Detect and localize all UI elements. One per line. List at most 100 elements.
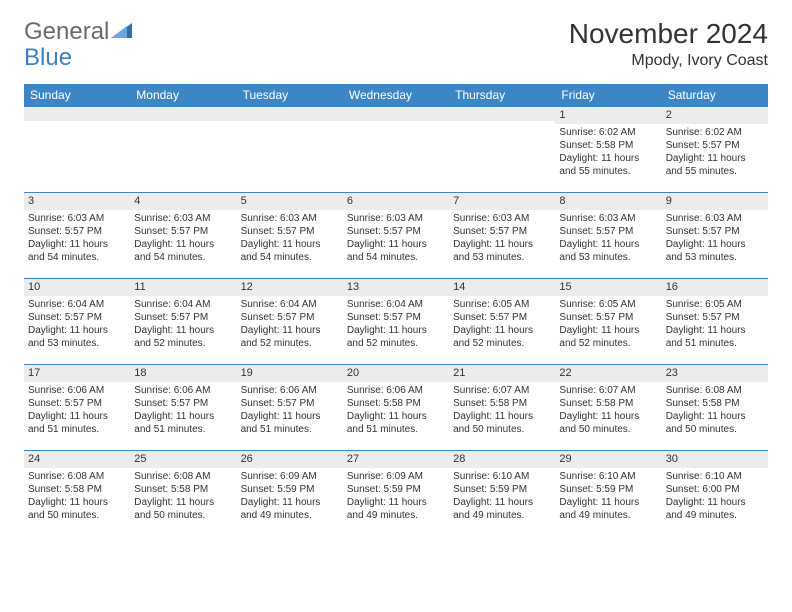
- detail-line: Sunset: 5:57 PM: [559, 225, 657, 238]
- detail-line: Daylight: 11 hours and 49 minutes.: [666, 496, 764, 522]
- detail-line: Sunrise: 6:07 AM: [559, 384, 657, 397]
- day-number: [343, 107, 449, 121]
- detail-line: Sunset: 5:59 PM: [559, 483, 657, 496]
- day-number: 18: [130, 365, 236, 382]
- detail-line: Sunset: 5:58 PM: [666, 397, 764, 410]
- detail-line: Sunset: 5:57 PM: [241, 397, 339, 410]
- detail-line: Sunset: 5:58 PM: [453, 397, 551, 410]
- day-details: [130, 121, 236, 127]
- logo-text-blue: Blue: [24, 44, 72, 72]
- day-details: Sunrise: 6:07 AMSunset: 5:58 PMDaylight:…: [449, 382, 555, 440]
- detail-line: Sunrise: 6:06 AM: [241, 384, 339, 397]
- detail-line: Sunrise: 6:10 AM: [559, 470, 657, 483]
- detail-line: Daylight: 11 hours and 51 minutes.: [347, 410, 445, 436]
- detail-line: Daylight: 11 hours and 52 minutes.: [241, 324, 339, 350]
- day-cell: 3Sunrise: 6:03 AMSunset: 5:57 PMDaylight…: [24, 193, 130, 279]
- detail-line: Daylight: 11 hours and 53 minutes.: [28, 324, 126, 350]
- detail-line: Sunrise: 6:06 AM: [347, 384, 445, 397]
- detail-line: Sunset: 5:57 PM: [28, 397, 126, 410]
- detail-line: Daylight: 11 hours and 50 minutes.: [559, 410, 657, 436]
- day-number: 3: [24, 193, 130, 210]
- day-cell: 11Sunrise: 6:04 AMSunset: 5:57 PMDayligh…: [130, 279, 236, 365]
- day-cell: 4Sunrise: 6:03 AMSunset: 5:57 PMDaylight…: [130, 193, 236, 279]
- detail-line: Daylight: 11 hours and 54 minutes.: [134, 238, 232, 264]
- day-number: 22: [555, 365, 661, 382]
- detail-line: Sunrise: 6:03 AM: [453, 212, 551, 225]
- detail-line: Sunset: 5:58 PM: [28, 483, 126, 496]
- detail-line: Sunset: 5:58 PM: [559, 139, 657, 152]
- day-number: 25: [130, 451, 236, 468]
- day-number: 30: [662, 451, 768, 468]
- detail-line: Sunrise: 6:03 AM: [134, 212, 232, 225]
- day-cell: 23Sunrise: 6:08 AMSunset: 5:58 PMDayligh…: [662, 365, 768, 451]
- day-cell: 15Sunrise: 6:05 AMSunset: 5:57 PMDayligh…: [555, 279, 661, 365]
- weekday-header: Saturday: [662, 84, 768, 107]
- day-number: 9: [662, 193, 768, 210]
- logo: General: [24, 18, 133, 46]
- detail-line: Sunrise: 6:08 AM: [28, 470, 126, 483]
- detail-line: Daylight: 11 hours and 52 minutes.: [559, 324, 657, 350]
- day-cell: [449, 107, 555, 193]
- day-cell: 6Sunrise: 6:03 AMSunset: 5:57 PMDaylight…: [343, 193, 449, 279]
- logo-text-general: General: [24, 18, 109, 46]
- day-cell: 5Sunrise: 6:03 AMSunset: 5:57 PMDaylight…: [237, 193, 343, 279]
- detail-line: Daylight: 11 hours and 53 minutes.: [559, 238, 657, 264]
- day-number: 11: [130, 279, 236, 296]
- day-cell: 27Sunrise: 6:09 AMSunset: 5:59 PMDayligh…: [343, 451, 449, 537]
- day-details: Sunrise: 6:05 AMSunset: 5:57 PMDaylight:…: [555, 296, 661, 354]
- day-cell: 9Sunrise: 6:03 AMSunset: 5:57 PMDaylight…: [662, 193, 768, 279]
- day-number: 14: [449, 279, 555, 296]
- day-details: Sunrise: 6:04 AMSunset: 5:57 PMDaylight:…: [130, 296, 236, 354]
- detail-line: Daylight: 11 hours and 49 minutes.: [559, 496, 657, 522]
- day-details: Sunrise: 6:10 AMSunset: 6:00 PMDaylight:…: [662, 468, 768, 526]
- day-details: Sunrise: 6:04 AMSunset: 5:57 PMDaylight:…: [24, 296, 130, 354]
- detail-line: Sunrise: 6:02 AM: [559, 126, 657, 139]
- detail-line: Sunrise: 6:03 AM: [666, 212, 764, 225]
- day-cell: 16Sunrise: 6:05 AMSunset: 5:57 PMDayligh…: [662, 279, 768, 365]
- day-details: Sunrise: 6:10 AMSunset: 5:59 PMDaylight:…: [449, 468, 555, 526]
- week-row: 24Sunrise: 6:08 AMSunset: 5:58 PMDayligh…: [24, 451, 768, 537]
- detail-line: Daylight: 11 hours and 52 minutes.: [453, 324, 551, 350]
- detail-line: Sunset: 5:57 PM: [28, 225, 126, 238]
- day-cell: 10Sunrise: 6:04 AMSunset: 5:57 PMDayligh…: [24, 279, 130, 365]
- detail-line: Daylight: 11 hours and 52 minutes.: [134, 324, 232, 350]
- day-cell: [237, 107, 343, 193]
- detail-line: Sunrise: 6:03 AM: [241, 212, 339, 225]
- day-number: [130, 107, 236, 121]
- detail-line: Sunset: 6:00 PM: [666, 483, 764, 496]
- detail-line: Daylight: 11 hours and 49 minutes.: [453, 496, 551, 522]
- day-details: Sunrise: 6:09 AMSunset: 5:59 PMDaylight:…: [237, 468, 343, 526]
- detail-line: Sunrise: 6:03 AM: [347, 212, 445, 225]
- day-cell: 14Sunrise: 6:05 AMSunset: 5:57 PMDayligh…: [449, 279, 555, 365]
- detail-line: Sunrise: 6:10 AM: [666, 470, 764, 483]
- day-number: 10: [24, 279, 130, 296]
- day-number: 1: [555, 107, 661, 124]
- day-cell: 18Sunrise: 6:06 AMSunset: 5:57 PMDayligh…: [130, 365, 236, 451]
- detail-line: Daylight: 11 hours and 49 minutes.: [241, 496, 339, 522]
- detail-line: Sunset: 5:57 PM: [666, 311, 764, 324]
- detail-line: Sunset: 5:59 PM: [453, 483, 551, 496]
- day-cell: [130, 107, 236, 193]
- day-number: 2: [662, 107, 768, 124]
- day-cell: 30Sunrise: 6:10 AMSunset: 6:00 PMDayligh…: [662, 451, 768, 537]
- detail-line: Sunset: 5:59 PM: [347, 483, 445, 496]
- day-details: [449, 121, 555, 127]
- detail-line: Sunrise: 6:07 AM: [453, 384, 551, 397]
- day-cell: 29Sunrise: 6:10 AMSunset: 5:59 PMDayligh…: [555, 451, 661, 537]
- detail-line: Sunset: 5:59 PM: [241, 483, 339, 496]
- week-row: 10Sunrise: 6:04 AMSunset: 5:57 PMDayligh…: [24, 279, 768, 365]
- day-number: 7: [449, 193, 555, 210]
- day-cell: 1Sunrise: 6:02 AMSunset: 5:58 PMDaylight…: [555, 107, 661, 193]
- day-number: 28: [449, 451, 555, 468]
- day-details: Sunrise: 6:06 AMSunset: 5:58 PMDaylight:…: [343, 382, 449, 440]
- day-number: 23: [662, 365, 768, 382]
- detail-line: Sunset: 5:57 PM: [666, 225, 764, 238]
- day-cell: 12Sunrise: 6:04 AMSunset: 5:57 PMDayligh…: [237, 279, 343, 365]
- day-cell: 17Sunrise: 6:06 AMSunset: 5:57 PMDayligh…: [24, 365, 130, 451]
- detail-line: Sunrise: 6:02 AM: [666, 126, 764, 139]
- day-details: Sunrise: 6:06 AMSunset: 5:57 PMDaylight:…: [130, 382, 236, 440]
- triangle-icon: [111, 18, 133, 46]
- detail-line: Daylight: 11 hours and 53 minutes.: [453, 238, 551, 264]
- detail-line: Sunset: 5:57 PM: [666, 139, 764, 152]
- detail-line: Daylight: 11 hours and 54 minutes.: [241, 238, 339, 264]
